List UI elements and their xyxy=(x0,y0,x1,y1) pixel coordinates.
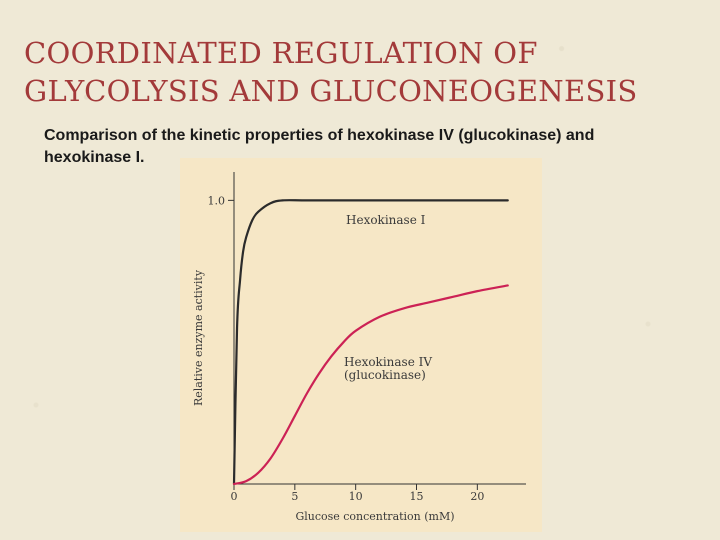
x-tick-label: 0 xyxy=(231,490,238,503)
series-line-hexokinase-i xyxy=(232,199,509,486)
slide-title: COORDINATED REGULATION OF GLYCOLYSIS AND… xyxy=(24,34,704,110)
x-axis-label: Glucose concentration (mM) xyxy=(295,510,454,523)
chart-svg: 0 5 10 15 20 1.0 Glucose concentration (mM) Rel… xyxy=(180,158,542,532)
slide-title-line-1: COORDINATED REGULATION OF xyxy=(24,36,538,70)
figure-caption: Comparison of the kinetic properties of … xyxy=(44,127,595,166)
slide-title-line-2: GLYCOLYSIS AND GLUCONEOGENESIS xyxy=(24,74,638,108)
series-label-hexokinase-iv: Hexokinase IV xyxy=(344,355,432,369)
series-line-hexokinase-iv xyxy=(232,284,509,486)
series-label-hexokinase-i: Hexokinase I xyxy=(346,213,426,227)
x-tick-label: 5 xyxy=(291,490,298,503)
x-tick-label: 15 xyxy=(410,490,424,503)
chart-figure: 0 5 10 15 20 1.0 Glucose concentration (mM) Rel… xyxy=(180,158,542,532)
plot-background xyxy=(180,158,542,532)
x-tick-label: 10 xyxy=(349,490,363,503)
series-label-glucokinase: (glucokinase) xyxy=(344,368,426,382)
y-axis-label: Relative enzyme activity xyxy=(192,269,205,406)
y-tick-label: 1.0 xyxy=(208,194,226,207)
x-tick-label: 20 xyxy=(470,490,484,503)
